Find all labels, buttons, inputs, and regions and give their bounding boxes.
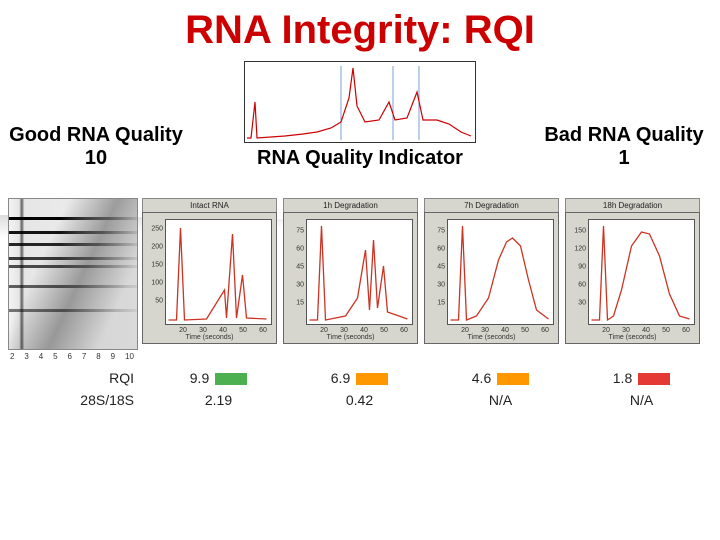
electro-title: 18h Degradation (565, 198, 700, 212)
good-label-value: 10 (6, 147, 186, 170)
ratio-label: 28S/18S (8, 389, 134, 411)
rqi-label: RQI (8, 367, 134, 389)
center-block: RNA Quality Indicator (186, 61, 534, 170)
good-label-text: Good RNA Quality (9, 124, 183, 146)
metrics-col-3: 1.8 N/A (571, 367, 712, 412)
metrics-col-1: 6.9 0.42 (289, 367, 430, 412)
bad-label-text: Bad RNA Quality (544, 124, 703, 146)
quality-swatch (215, 373, 247, 385)
quality-swatch (497, 373, 529, 385)
ratio-value: N/A (571, 389, 712, 411)
rqi-value: 4.6 (472, 370, 491, 386)
electropherogram-0: Intact RNA250200150100502030405060Time (… (142, 198, 277, 344)
overview-electropherogram (244, 61, 476, 143)
panels-row: 2345678910 Intact RNA2502001501005020304… (0, 170, 720, 361)
ratio-value: 0.42 (289, 389, 430, 411)
metrics-col-0: 9.9 2.19 (148, 367, 289, 412)
ratio-value: N/A (430, 389, 571, 411)
center-caption: RNA Quality Indicator (257, 147, 463, 170)
ratio-value: 2.19 (148, 389, 289, 411)
electropherogram-1: 1h Degradation75604530152030405060Time (… (283, 198, 418, 344)
bad-label-value: 1 (534, 147, 714, 170)
good-quality-label: Good RNA Quality 10 (6, 124, 186, 170)
metrics-row-labels: RQI 28S/18S (8, 367, 148, 412)
electropherogram-3: 18h Degradation1501209060302030405060Tim… (565, 198, 700, 344)
electro-title: Intact RNA (142, 198, 277, 212)
quality-swatch (638, 373, 670, 385)
top-row: Good RNA Quality 10 RNA Quality Indicato… (0, 61, 720, 170)
rqi-value: 6.9 (331, 370, 350, 386)
rqi-value: 1.8 (613, 370, 632, 386)
gel-lane-ticks: 2345678910 (8, 350, 136, 361)
electropherogram-2: 7h Degradation75604530152030405060Time (… (424, 198, 559, 344)
electro-title: 7h Degradation (424, 198, 559, 212)
metrics-col-2: 4.6 N/A (430, 367, 571, 412)
rqi-value: 9.9 (190, 370, 209, 386)
metrics-table: RQI 28S/18S 9.9 2.19 6.9 0.42 4.6 N/A 1.8 N/A (0, 361, 720, 412)
gel-image (8, 198, 138, 350)
page-title: RNA Integrity: RQI (0, 0, 720, 53)
bad-quality-label: Bad RNA Quality 1 (534, 124, 714, 170)
electro-title: 1h Degradation (283, 198, 418, 212)
gel-image-panel: 2345678910 (8, 198, 136, 361)
quality-swatch (356, 373, 388, 385)
